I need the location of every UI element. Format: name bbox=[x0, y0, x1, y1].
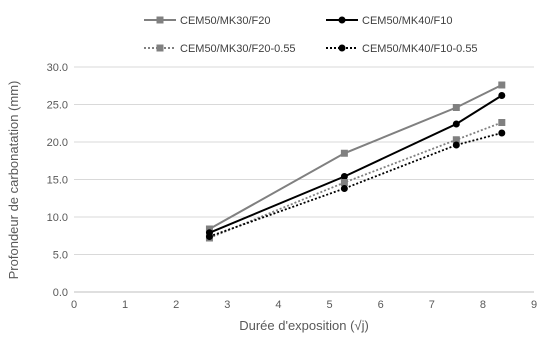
legend-label: CEM50/MK30/F20-0.55 bbox=[180, 43, 296, 55]
data-point bbox=[452, 104, 460, 111]
data-point bbox=[452, 141, 460, 149]
series-3 bbox=[205, 119, 506, 242]
series-line bbox=[209, 94, 503, 234]
legend-item-1: CEM50/MK30/F20 bbox=[144, 15, 270, 27]
y-tick-label: 30.0 bbox=[47, 62, 68, 74]
x-tick-label: 9 bbox=[531, 299, 537, 311]
y-tick-label: 15.0 bbox=[47, 175, 68, 187]
x-tick-label: 6 bbox=[378, 299, 384, 311]
data-point bbox=[340, 179, 348, 186]
data-point bbox=[340, 149, 348, 157]
series-2 bbox=[205, 92, 506, 237]
data-point bbox=[205, 233, 213, 240]
data-point bbox=[340, 185, 348, 192]
y-tick-label: 0.0 bbox=[53, 287, 68, 299]
data-point bbox=[452, 136, 460, 144]
series-4 bbox=[205, 129, 506, 240]
gridlines bbox=[74, 66, 534, 255]
y-tick-label: 25.0 bbox=[47, 100, 68, 112]
legend-item-2: CEM50/MK40/F10 bbox=[326, 15, 452, 27]
legend-label: CEM50/MK30/F20 bbox=[180, 15, 270, 27]
x-tick-label: 1 bbox=[122, 299, 128, 311]
series-line bbox=[209, 121, 503, 239]
series-layer bbox=[205, 81, 506, 242]
legend-label: CEM50/MK40/F10-0.55 bbox=[362, 43, 478, 55]
y-tick-label: 10.0 bbox=[47, 212, 68, 224]
data-point bbox=[452, 120, 460, 128]
legend: CEM50/MK30/F20 CEM50/MK40/F10 CEM50/MK30/F… bbox=[144, 15, 478, 55]
x-axis-title: Durée d'exposition (√j) bbox=[239, 318, 369, 333]
legend-swatch-marker bbox=[338, 44, 346, 52]
data-point bbox=[498, 129, 506, 137]
legend-swatch-marker bbox=[156, 44, 164, 52]
y-axis-title: Profondeur de carbonatation (mm) bbox=[6, 81, 21, 280]
data-point bbox=[498, 119, 506, 126]
x-tick-label: 4 bbox=[275, 299, 281, 311]
data-point bbox=[340, 173, 348, 180]
axes: 0.0 5.0 10.0 15.0 20.0 25.0 30.0 0 1 2 3 4 5 6 7 8 9 bbox=[47, 62, 537, 311]
legend-item-4: CEM50/MK40/F10-0.55 bbox=[326, 43, 478, 55]
x-tick-label: 7 bbox=[429, 299, 435, 311]
data-point bbox=[498, 81, 506, 89]
legend-swatch-marker bbox=[156, 16, 164, 24]
x-tick-label: 8 bbox=[480, 299, 486, 311]
x-tick-label: 0 bbox=[71, 299, 77, 311]
series-line bbox=[208, 84, 503, 230]
legend-swatch-marker bbox=[338, 16, 346, 24]
data-point bbox=[498, 92, 506, 99]
series-1 bbox=[205, 81, 506, 233]
legend-item-3: CEM50/MK30/F20-0.55 bbox=[144, 43, 296, 55]
x-tick-label: 5 bbox=[326, 299, 332, 311]
data-point bbox=[205, 225, 213, 233]
x-tick-label: 2 bbox=[173, 299, 179, 311]
x-tick-label: 3 bbox=[224, 299, 230, 311]
y-tick-label: 20.0 bbox=[47, 137, 68, 149]
y-tick-label: 5.0 bbox=[53, 250, 68, 262]
legend-label: CEM50/MK40/F10 bbox=[362, 15, 452, 27]
